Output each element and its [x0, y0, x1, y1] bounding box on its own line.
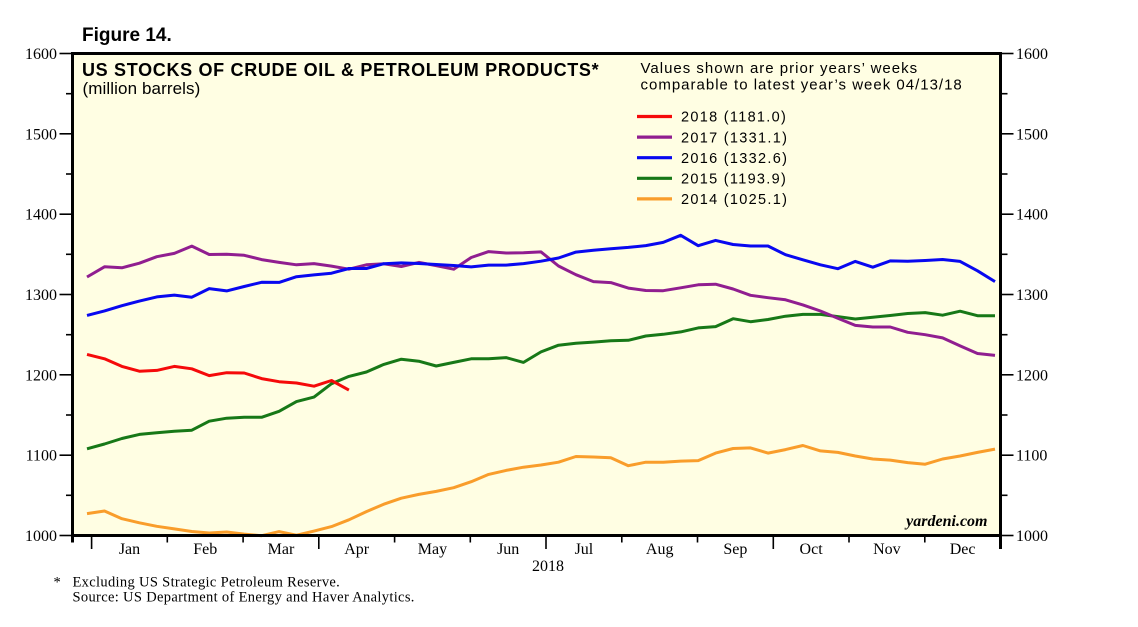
svg-text:US STOCKS OF CRUDE OIL & PETRO: US STOCKS OF CRUDE OIL & PETROLEUM PRODU…: [82, 60, 599, 80]
svg-text:2017 (1331.1): 2017 (1331.1): [681, 130, 788, 146]
svg-text:1300: 1300: [1016, 287, 1048, 304]
svg-text:(million barrels): (million barrels): [83, 79, 201, 98]
svg-text:*: *: [54, 575, 61, 591]
svg-text:1600: 1600: [1016, 46, 1048, 63]
svg-text:Nov: Nov: [873, 541, 901, 558]
svg-text:Mar: Mar: [268, 541, 295, 558]
svg-text:Oct: Oct: [800, 541, 824, 558]
svg-text:2015 (1193.9): 2015 (1193.9): [681, 172, 787, 188]
svg-text:Feb: Feb: [193, 541, 217, 558]
svg-text:Sep: Sep: [723, 541, 747, 558]
svg-text:2018: 2018: [532, 558, 564, 575]
svg-text:Apr: Apr: [344, 541, 370, 558]
svg-text:Jun: Jun: [497, 541, 519, 558]
svg-text:1100: 1100: [26, 448, 57, 465]
svg-text:1500: 1500: [25, 126, 57, 143]
svg-text:1200: 1200: [25, 367, 57, 384]
svg-text:yardeni.com: yardeni.com: [904, 513, 987, 530]
svg-text:Jul: Jul: [575, 541, 594, 558]
svg-text:1100: 1100: [1016, 448, 1047, 465]
svg-text:1200: 1200: [1016, 367, 1048, 384]
svg-text:1600: 1600: [25, 46, 57, 63]
svg-text:Values shown are prior years’: Values shown are prior years’ weeks: [641, 60, 919, 77]
svg-text:Jan: Jan: [119, 541, 140, 558]
svg-text:1400: 1400: [1016, 207, 1048, 224]
svg-text:comparable to latest year’s we: comparable to latest year’s week 04/13/1…: [641, 77, 963, 94]
svg-text:Dec: Dec: [950, 541, 976, 558]
svg-text:Aug: Aug: [646, 541, 674, 558]
svg-text:1500: 1500: [1016, 126, 1048, 143]
svg-text:1400: 1400: [25, 207, 57, 224]
svg-text:1000: 1000: [1016, 528, 1048, 545]
svg-text:1000: 1000: [25, 528, 57, 545]
svg-text:2016 (1332.6): 2016 (1332.6): [681, 151, 788, 167]
svg-text:2014 (1025.1): 2014 (1025.1): [681, 192, 788, 208]
svg-text:Figure 14.: Figure 14.: [82, 25, 172, 46]
svg-text:May: May: [418, 541, 447, 558]
svg-text:Excluding US Strategic Petrole: Excluding US Strategic Petroleum Reserve…: [73, 575, 341, 591]
svg-text:Source: US Department of Energ: Source: US Department of Energy and Have…: [73, 590, 415, 606]
svg-text:1300: 1300: [25, 287, 57, 304]
svg-text:2018 (1181.0): 2018 (1181.0): [681, 110, 787, 126]
